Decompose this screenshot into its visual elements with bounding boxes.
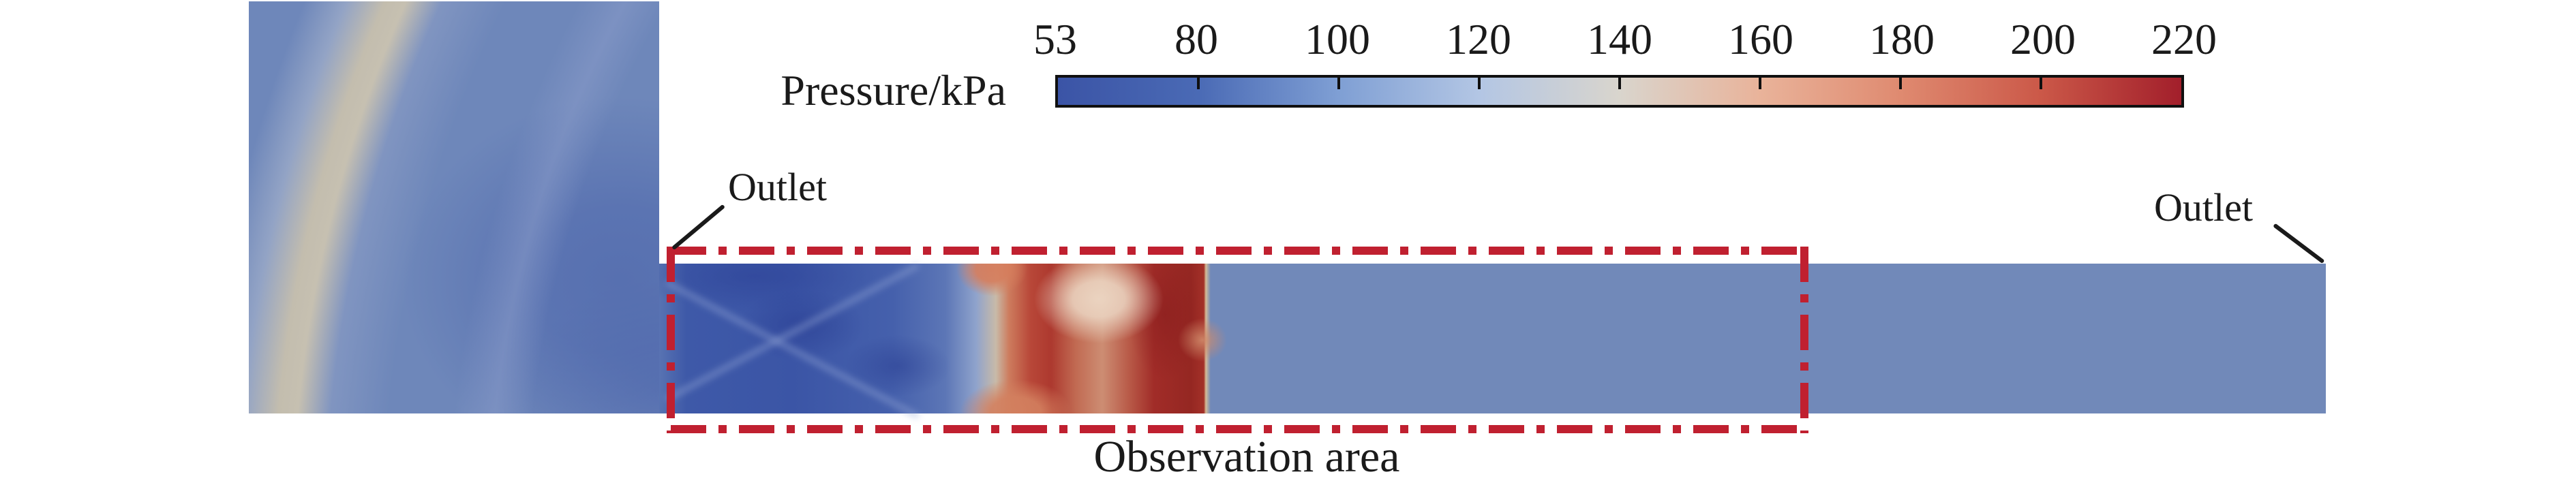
colorbar-tick-label: 53: [1033, 15, 1077, 63]
observation-area-outline-top: [671, 247, 1804, 255]
colorbar-tick-mark: [1899, 78, 1902, 89]
driver-section-field: [249, 1, 659, 413]
observation-area-label: Observation area: [1093, 432, 1400, 482]
colorbar-tick-labels: 53 80 100 120 140 160 180 200 220: [1033, 15, 2217, 65]
wave-diagonal-streak: [665, 280, 920, 419]
colorbar-tick-mark: [1197, 78, 1200, 89]
colorbar-tick-label: 80: [1175, 15, 1218, 63]
colorbar-tick-label: 180: [1869, 15, 1935, 63]
colorbar-tick-mark: [1618, 78, 1621, 89]
shock-tube-channel-field: [659, 263, 2326, 419]
outlet-pointer-line-left: [671, 204, 726, 251]
outlet-label-right: Outlet: [2154, 185, 2253, 230]
colorbar-tick-mark: [1759, 78, 1761, 89]
colorbar-tick-label: 160: [1728, 15, 1793, 63]
colorbar-title: Pressure/kPa: [781, 66, 1006, 114]
colorbar-tick-mark: [1478, 78, 1481, 89]
colorbar-tick-label: 100: [1305, 15, 1370, 63]
observation-area-outline-right: [1800, 247, 1808, 433]
wave-diagonal-streak: [665, 263, 920, 402]
outlet-label-left: Outlet: [728, 165, 827, 209]
colorbar-tick-mark: [2040, 78, 2042, 89]
colorbar-tick-label: 120: [1446, 15, 1511, 63]
colorbar: [1055, 75, 2184, 108]
colorbar-tick-label: 220: [2151, 15, 2217, 63]
colorbar-tick-mark: [1337, 78, 1340, 89]
colorbar-tick-label: 140: [1587, 15, 1652, 63]
observation-area-outline-bottom: [671, 425, 1804, 433]
outlet-pointer-line-right: [2273, 223, 2325, 264]
colorbar-tick-label: 200: [2010, 15, 2076, 63]
observation-area-outline-left: [667, 247, 675, 433]
